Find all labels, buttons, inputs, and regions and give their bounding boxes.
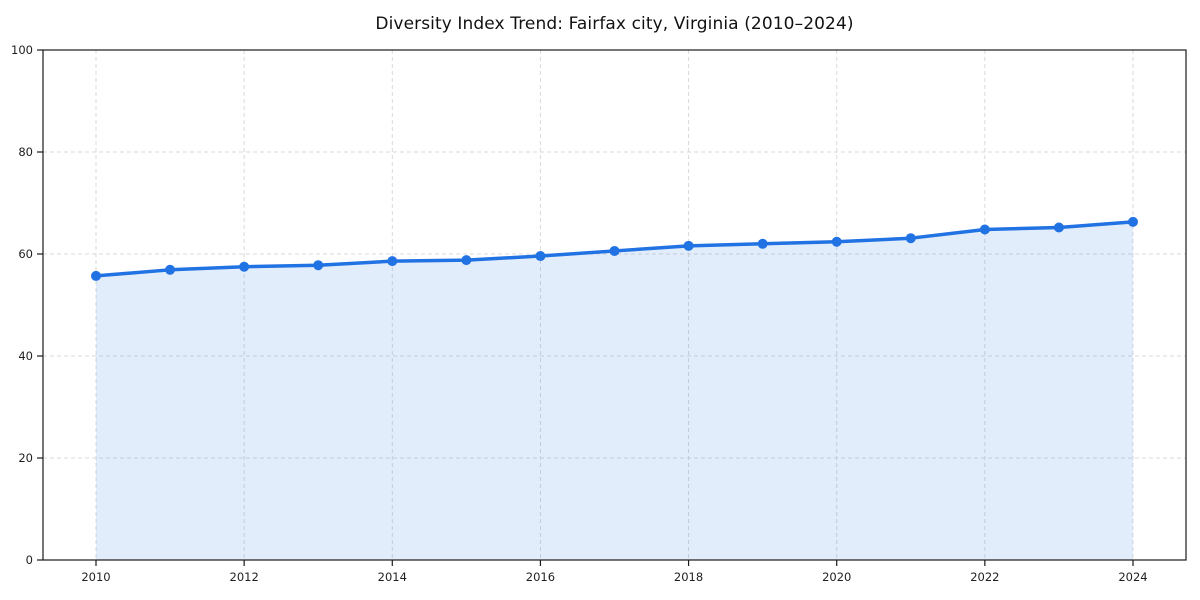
x-tick-label: 2024 bbox=[1118, 570, 1147, 584]
data-point-marker bbox=[91, 270, 101, 281]
data-point-marker bbox=[905, 233, 916, 244]
x-tick-label: 2018 bbox=[674, 570, 703, 584]
x-tick-label: 2012 bbox=[230, 570, 259, 584]
plot-border bbox=[42, 49, 1187, 561]
data-point-marker bbox=[1128, 216, 1138, 227]
x-tick-label: 2014 bbox=[378, 570, 407, 584]
x-tick-label: 2010 bbox=[81, 570, 110, 584]
data-point-marker bbox=[387, 256, 398, 267]
y-tick-label: 20 bbox=[18, 451, 33, 465]
area-fill bbox=[96, 221, 1133, 560]
data-point-marker bbox=[1053, 222, 1064, 233]
x-tick-label: 2016 bbox=[526, 570, 555, 584]
data-point-marker bbox=[165, 264, 176, 275]
data-point-marker bbox=[609, 245, 620, 256]
data-point-marker bbox=[831, 236, 842, 247]
chart-title: Diversity Index Trend: Fairfax city, Vir… bbox=[375, 14, 854, 34]
data-point-marker bbox=[535, 251, 546, 262]
data-point-marker bbox=[461, 255, 472, 266]
data-point-marker bbox=[239, 261, 250, 272]
data-point-marker bbox=[683, 240, 694, 251]
y-tick-label: 60 bbox=[18, 247, 33, 261]
y-tick-label: 80 bbox=[18, 145, 33, 159]
y-tick-label: 40 bbox=[18, 349, 33, 363]
x-tick-label: 2022 bbox=[970, 570, 999, 584]
y-tick-label: 0 bbox=[26, 553, 33, 567]
data-point-marker bbox=[313, 260, 324, 271]
x-tick-label: 2020 bbox=[822, 570, 851, 584]
data-point-marker bbox=[757, 238, 768, 249]
data-point-marker bbox=[979, 224, 990, 235]
y-tick-label: 100 bbox=[11, 43, 33, 57]
